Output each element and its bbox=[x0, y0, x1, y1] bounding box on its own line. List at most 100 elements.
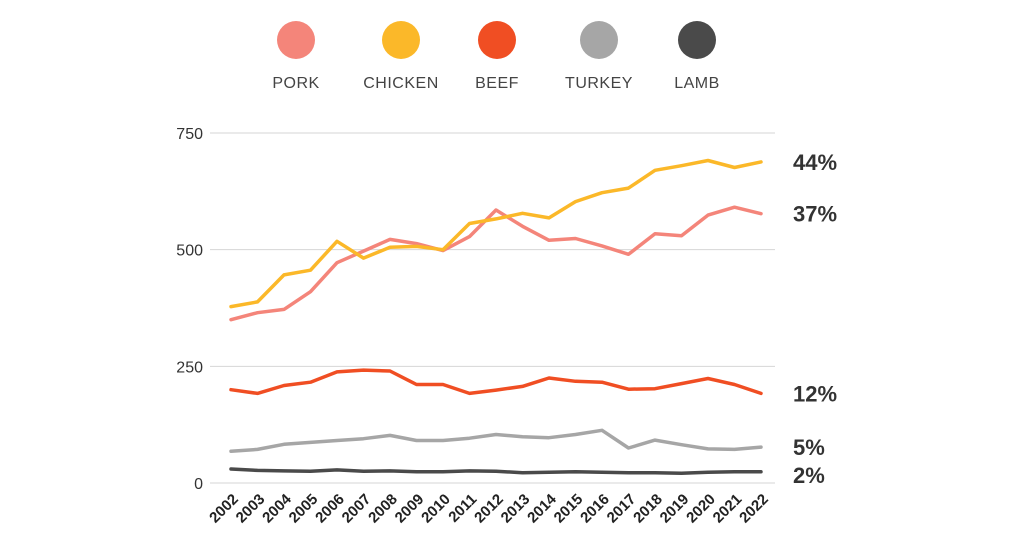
data-point-pork bbox=[335, 261, 339, 264]
data-point-lamb bbox=[388, 469, 392, 473]
legend-swatch-pork bbox=[277, 21, 315, 59]
data-point-pork bbox=[256, 311, 259, 314]
x-tick-label: 2010 bbox=[418, 491, 454, 527]
data-point-chicken bbox=[388, 246, 392, 249]
data-point-beef bbox=[653, 387, 657, 390]
data-point-chicken bbox=[229, 305, 233, 308]
data-point-turkey bbox=[759, 445, 763, 449]
data-point-beef bbox=[494, 388, 498, 392]
end-label-chicken: 44% bbox=[793, 150, 837, 175]
legend-swatch-lamb bbox=[678, 21, 716, 59]
legend: PORK CHICKEN BEEF TURKEY LAMB bbox=[272, 21, 719, 92]
data-point-chicken bbox=[680, 164, 683, 167]
data-point-beef bbox=[415, 383, 418, 386]
y-tick-label: 500 bbox=[176, 243, 203, 260]
data-point-pork bbox=[229, 318, 233, 321]
x-tick-label: 2006 bbox=[312, 491, 348, 527]
x-tick-label: 2017 bbox=[604, 491, 640, 527]
data-point-turkey bbox=[309, 441, 312, 444]
data-point-chicken bbox=[706, 159, 710, 162]
data-point-pork bbox=[733, 206, 736, 209]
data-point-chicken bbox=[653, 169, 657, 172]
legend-swatch-turkey bbox=[580, 21, 618, 59]
x-tick-label: 2005 bbox=[286, 491, 322, 527]
x-tick-label: 2013 bbox=[498, 491, 534, 527]
data-point-pork bbox=[362, 249, 365, 253]
data-point-lamb bbox=[600, 471, 604, 474]
data-point-pork bbox=[627, 253, 630, 256]
x-axis: 2002200320042005200620072008200920102011… bbox=[206, 490, 772, 526]
x-tick-label: 2015 bbox=[551, 491, 587, 527]
data-point-beef bbox=[574, 380, 577, 383]
x-tick-label: 2007 bbox=[339, 491, 375, 527]
data-point-pork bbox=[600, 244, 604, 248]
data-point-beef bbox=[441, 383, 445, 386]
data-point-chicken bbox=[282, 273, 286, 277]
y-tick-label: 250 bbox=[176, 359, 203, 376]
data-point-turkey bbox=[282, 443, 286, 446]
data-point-chicken bbox=[468, 222, 471, 225]
data-point-pork bbox=[468, 235, 471, 238]
data-point-pork bbox=[282, 308, 286, 311]
data-point-lamb bbox=[256, 469, 259, 472]
data-point-turkey bbox=[229, 450, 233, 453]
data-point-beef bbox=[388, 369, 392, 373]
legend-swatch-beef bbox=[478, 21, 516, 59]
data-point-turkey bbox=[680, 443, 683, 446]
x-tick-label: 2004 bbox=[259, 490, 295, 526]
data-point-beef bbox=[256, 392, 259, 395]
y-tick-label: 0 bbox=[194, 476, 203, 493]
x-tick-label: 2016 bbox=[577, 491, 613, 527]
data-point-chicken bbox=[627, 186, 630, 190]
x-tick-label: 2002 bbox=[206, 491, 242, 527]
data-point-lamb bbox=[229, 467, 233, 471]
x-tick-label: 2012 bbox=[471, 491, 507, 527]
data-point-pork bbox=[415, 242, 418, 245]
data-point-beef bbox=[362, 368, 365, 372]
data-point-chicken bbox=[256, 300, 259, 304]
data-point-beef bbox=[547, 376, 551, 380]
data-point-chicken bbox=[759, 160, 763, 164]
data-point-lamb bbox=[733, 470, 736, 473]
end-label-beef: 12% bbox=[793, 381, 837, 406]
x-tick-label: 2011 bbox=[445, 491, 480, 526]
x-tick-label: 2003 bbox=[233, 491, 269, 527]
gridlines bbox=[210, 132, 775, 484]
data-point-lamb bbox=[441, 470, 445, 473]
data-point-turkey bbox=[733, 448, 736, 451]
data-point-lamb bbox=[494, 470, 498, 473]
data-point-chicken bbox=[494, 217, 498, 221]
x-tick-label: 2018 bbox=[630, 491, 666, 527]
data-point-lamb bbox=[680, 472, 683, 475]
data-point-beef bbox=[309, 381, 312, 384]
data-point-beef bbox=[627, 388, 630, 391]
data-point-pork bbox=[680, 234, 683, 237]
x-tick-label: 2022 bbox=[736, 491, 772, 527]
data-point-lamb bbox=[335, 468, 339, 472]
data-point-chicken bbox=[547, 216, 551, 220]
x-tick-label: 2008 bbox=[365, 491, 401, 527]
data-point-chicken bbox=[521, 212, 524, 215]
end-label-lamb: 2% bbox=[793, 463, 825, 488]
data-point-turkey bbox=[521, 435, 524, 438]
end-label-pork: 37% bbox=[793, 202, 837, 227]
data-point-lamb bbox=[415, 470, 418, 473]
data-point-beef bbox=[521, 385, 524, 388]
data-point-lamb bbox=[706, 471, 710, 474]
end-labels: 44% 37% 12% 5% 2% bbox=[793, 150, 837, 488]
x-tick-label: 2020 bbox=[683, 491, 719, 527]
data-point-turkey bbox=[627, 446, 630, 450]
x-tick-label: 2021 bbox=[710, 491, 746, 527]
series-line-pork bbox=[229, 205, 763, 322]
data-point-chicken bbox=[362, 256, 365, 260]
data-point-beef bbox=[468, 392, 471, 395]
data-point-beef bbox=[706, 377, 710, 380]
data-point-pork bbox=[759, 212, 763, 215]
data-point-turkey bbox=[600, 429, 604, 432]
end-label-turkey: 5% bbox=[793, 435, 825, 460]
x-tick-label: 2014 bbox=[524, 490, 560, 526]
legend-swatch-chicken bbox=[382, 21, 420, 59]
data-point-pork bbox=[521, 225, 524, 228]
x-tick-label: 2019 bbox=[657, 491, 693, 527]
data-point-turkey bbox=[574, 433, 577, 436]
